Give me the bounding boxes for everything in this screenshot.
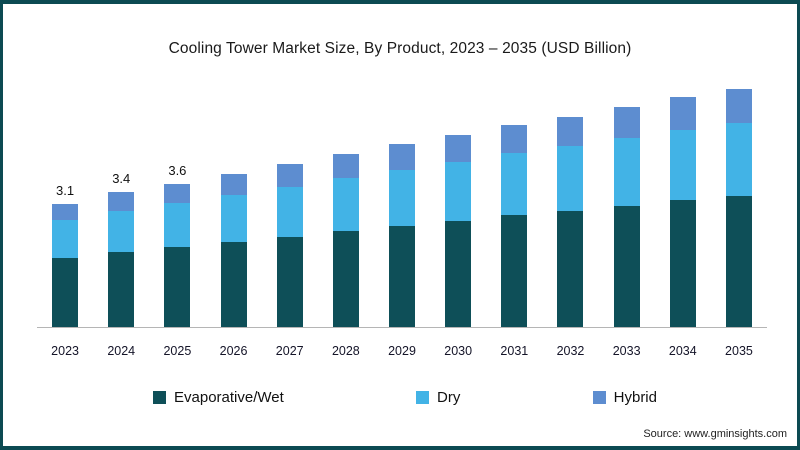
legend-swatch-evaporative-wet	[153, 391, 166, 404]
bar-segment-dry	[445, 161, 472, 221]
bar-segment-hybrid	[501, 124, 528, 154]
x-axis-tick-label: 2026	[219, 344, 248, 358]
bar-segment-hybrid	[276, 164, 303, 187]
bar-segment-hybrid	[557, 116, 584, 147]
source-text: Source: www.gminsights.com	[643, 428, 787, 440]
x-axis-tick-label: 2031	[500, 344, 529, 358]
bar-segment-hybrid	[52, 203, 79, 220]
bar-segment-evaporative-wet	[725, 196, 752, 327]
bar-column: 3.4	[93, 70, 149, 327]
bar-segment-dry	[725, 123, 752, 196]
bar-segment-hybrid	[669, 96, 696, 131]
x-axis-tick-label: 2028	[331, 344, 360, 358]
bar-segment-evaporative-wet	[276, 236, 303, 327]
x-axis-tick-label: 2033	[612, 344, 641, 358]
x-axis-tick-label: 2029	[388, 344, 416, 358]
bar-segment-hybrid	[108, 192, 135, 211]
bar-segment-hybrid	[389, 144, 416, 170]
bar-segment-dry	[501, 153, 528, 216]
bar-column	[599, 70, 655, 327]
x-axis-tick-label: 2034	[668, 344, 697, 358]
stacked-bar	[276, 164, 303, 327]
bar-segment-dry	[276, 186, 303, 237]
bar-column: 3.6	[149, 70, 205, 327]
x-axis-labels: 2023 2024 2025 2026 2027 2028 2029 2030 2031 2032…	[37, 344, 767, 358]
x-axis-tick-label: 2025	[163, 344, 192, 358]
bar-segment-dry	[332, 178, 359, 231]
stacked-bar	[220, 174, 247, 327]
legend-label-evaporative-wet: Evaporative/Wet	[174, 389, 284, 406]
bar-segment-hybrid	[725, 88, 752, 123]
legend-label-hybrid: Hybrid	[613, 389, 657, 406]
x-axis-tick-label: 2030	[444, 344, 473, 358]
stacked-bar	[108, 192, 135, 327]
stacked-bar	[725, 88, 752, 327]
bar-segment-evaporative-wet	[108, 251, 135, 327]
bar-segment-evaporative-wet	[445, 220, 472, 327]
bar-segment-hybrid	[332, 154, 359, 179]
chart-title: Cooling Tower Market Size, By Product, 2…	[168, 40, 632, 57]
stacked-bar	[332, 154, 359, 327]
bar-column	[711, 70, 767, 327]
legend-item-dry: Dry	[416, 389, 460, 406]
legend-item-evaporative-wet: Evaporative/Wet	[153, 389, 284, 406]
legend-label-dry: Dry	[437, 389, 461, 406]
bar-segment-evaporative-wet	[389, 225, 416, 327]
x-axis-tick-label: 2023	[51, 344, 79, 358]
bar-segment-dry	[669, 130, 696, 201]
bar-column	[542, 70, 598, 327]
bar-segment-evaporative-wet	[332, 230, 359, 327]
x-axis-tick-label: 2035	[725, 344, 753, 358]
legend-item-hybrid: Hybrid	[592, 389, 657, 406]
bar-column	[262, 70, 318, 327]
stacked-bar	[557, 116, 584, 327]
stacked-bar	[389, 144, 416, 327]
legend-swatch-hybrid	[592, 391, 606, 404]
bar-column	[318, 70, 374, 327]
stacked-bar	[164, 184, 191, 327]
bar-segment-dry	[164, 203, 191, 247]
bar-segment-dry	[389, 169, 416, 226]
bar-segment-evaporative-wet	[557, 210, 584, 327]
bar-column: 3.1	[37, 70, 93, 327]
bar-segment-dry	[52, 219, 79, 258]
bar-column	[655, 70, 711, 327]
bar-segment-hybrid	[164, 184, 191, 204]
bar-segment-dry	[613, 138, 640, 206]
bar-column	[486, 70, 542, 327]
bar-value-label: 3.6	[168, 163, 187, 179]
bar-segment-evaporative-wet	[669, 200, 696, 327]
bar-column	[374, 70, 430, 327]
stacked-bar	[445, 134, 472, 327]
stacked-bar	[613, 106, 640, 327]
legend-swatch-dry	[416, 391, 430, 404]
bar-segment-dry	[557, 146, 584, 211]
bar-segment-evaporative-wet	[52, 257, 79, 327]
x-axis-tick-label: 2024	[107, 344, 136, 358]
bar-value-label: 3.1	[56, 182, 75, 198]
bar-segment-hybrid	[445, 134, 472, 162]
bar-segment-evaporative-wet	[220, 241, 247, 327]
stacked-bar	[501, 124, 528, 327]
stacked-bar	[669, 96, 696, 327]
bar-segment-evaporative-wet	[164, 246, 191, 327]
bar-column	[205, 70, 261, 327]
stacked-bar	[52, 203, 79, 327]
x-axis-tick-label: 2032	[556, 344, 585, 358]
bar-value-label: 3.4	[112, 171, 131, 187]
legend: Evaporative/Wet Dry Hybrid	[153, 389, 657, 406]
bar-segment-dry	[108, 210, 135, 252]
x-axis-tick-label: 2027	[275, 344, 304, 358]
bar-segment-hybrid	[220, 174, 247, 195]
bar-segment-dry	[220, 194, 247, 242]
bar-segment-hybrid	[613, 106, 640, 138]
bar-column	[430, 70, 486, 327]
bar-segment-evaporative-wet	[613, 205, 640, 327]
bar-segment-evaporative-wet	[501, 215, 528, 327]
plot-area: 3.1 3.4 3.6	[37, 70, 767, 328]
